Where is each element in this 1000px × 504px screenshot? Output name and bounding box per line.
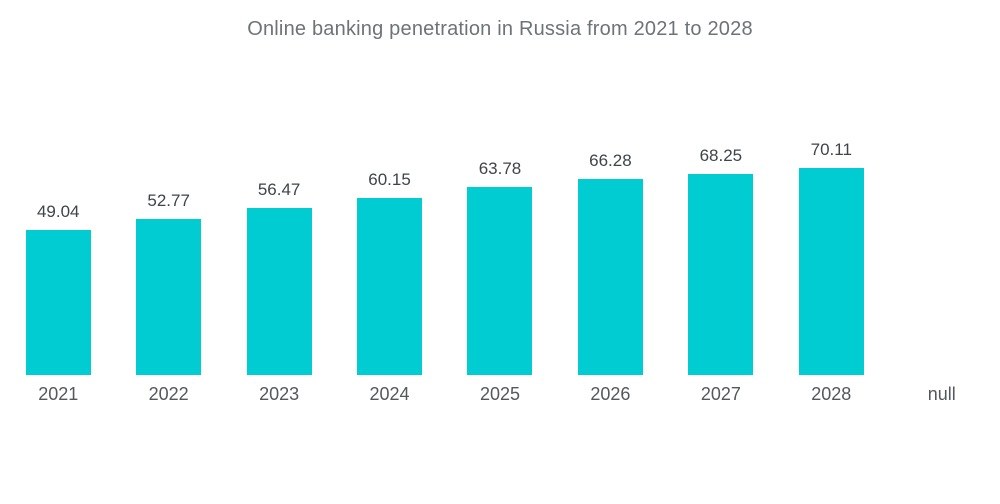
x-axis-label: null — [927, 384, 956, 404]
x-axis-label: 2026 — [590, 384, 631, 404]
bar — [688, 173, 754, 375]
bar-value-label: 66.28 — [589, 151, 632, 171]
bar-column: 60.15 — [334, 0, 444, 375]
bar — [577, 179, 643, 375]
bar-column: 70.11 — [776, 0, 886, 375]
bar-value-label: 63.78 — [478, 158, 522, 178]
bar-value-label: 49.04 — [36, 202, 80, 222]
bar-column: 68.25 — [666, 0, 776, 375]
bar-value-label: 52.77 — [147, 191, 190, 211]
chart-title: Online banking penetration in Russia fro… — [247, 18, 753, 40]
x-axis-label: 2027 — [700, 384, 741, 404]
x-axis-label: 2028 — [811, 384, 852, 404]
bar-column: 56.47 — [224, 0, 334, 375]
x-axis-label: 2025 — [479, 384, 520, 404]
bar-column: 52.77 — [113, 0, 223, 375]
bar-column: 49.04 — [3, 0, 113, 375]
bar — [357, 197, 423, 375]
x-axis-label: 2022 — [148, 384, 189, 404]
bar — [467, 186, 533, 375]
plot-area: 49.04 52.77 56.47 60.15 63.78 66.28 68.25 70.11 — [3, 0, 997, 375]
bar-value-label: 56.47 — [257, 180, 301, 200]
bar-value-label: 70.11 — [810, 140, 852, 160]
bar — [136, 219, 202, 375]
bar — [246, 208, 312, 375]
bar-column: 63.78 — [445, 0, 555, 375]
x-axis-label: 2023 — [259, 384, 300, 404]
bar-value-label: 60.15 — [368, 169, 411, 189]
x-axis-label: 2021 — [38, 384, 79, 404]
bar-column: 66.28 — [555, 0, 665, 375]
x-axis-label: 2024 — [369, 384, 410, 404]
bar — [25, 230, 91, 375]
bar — [798, 168, 864, 375]
x-axis: 2021 2022 2023 2024 2025 2026 2027 2028 null — [3, 384, 997, 405]
bar-column — [887, 0, 997, 375]
bar-value-label: 68.25 — [699, 145, 743, 165]
